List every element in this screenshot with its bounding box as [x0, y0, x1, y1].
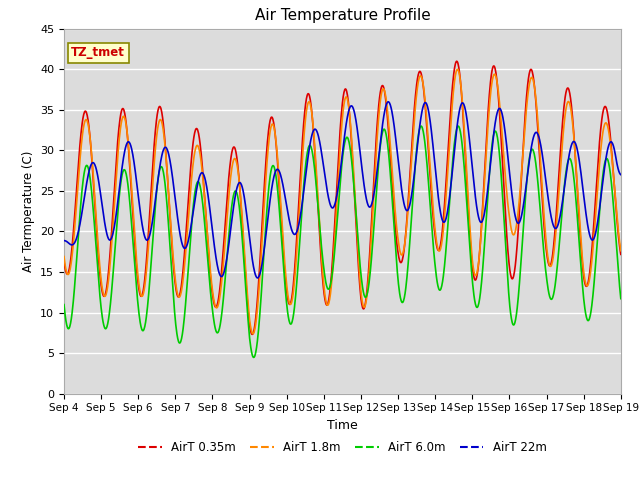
X-axis label: Time: Time: [327, 419, 358, 432]
Text: TZ_tmet: TZ_tmet: [71, 46, 125, 59]
Legend: AirT 0.35m, AirT 1.8m, AirT 6.0m, AirT 22m: AirT 0.35m, AirT 1.8m, AirT 6.0m, AirT 2…: [134, 436, 551, 459]
Y-axis label: Air Termperature (C): Air Termperature (C): [22, 151, 35, 272]
Title: Air Temperature Profile: Air Temperature Profile: [255, 9, 430, 24]
